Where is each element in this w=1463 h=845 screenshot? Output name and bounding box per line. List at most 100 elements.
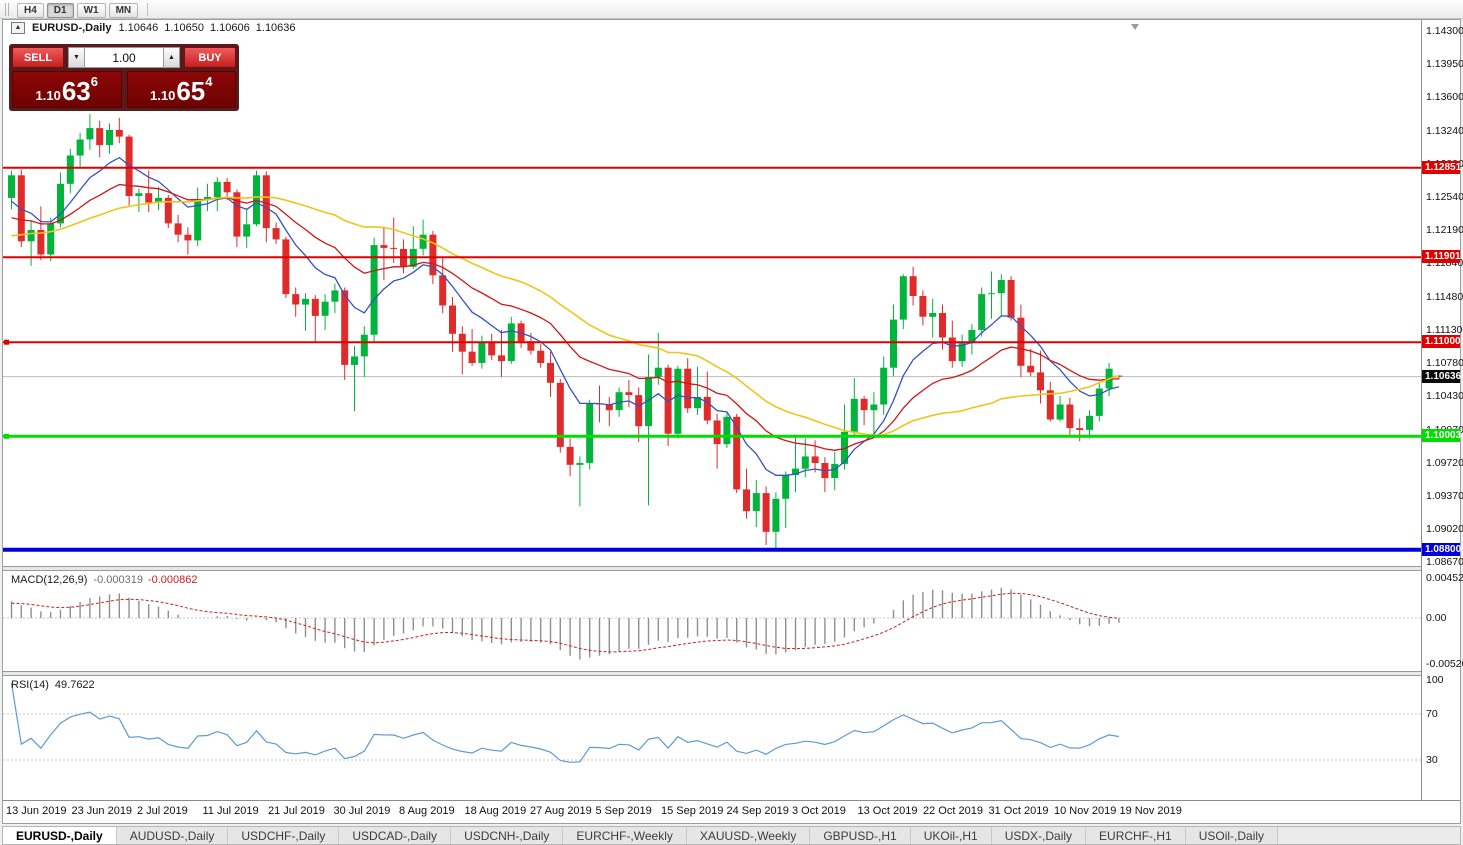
- price-chart-canvas[interactable]: [3, 20, 1421, 801]
- price-axis-label: 1.13240: [1426, 124, 1463, 137]
- candle-up: [47, 223, 55, 255]
- chart-symbol-period: EURUSD-,Daily: [32, 22, 112, 34]
- chart-tab-usdx-daily[interactable]: USDX-,Daily: [991, 827, 1087, 844]
- candle-down: [429, 234, 437, 276]
- candle-up: [880, 367, 888, 405]
- timeframe-button-d1[interactable]: D1: [46, 3, 74, 18]
- candle-down: [272, 228, 280, 240]
- time-axis[interactable]: 13 Jun 2019 23 Jun 2019 2 Jul 2019 11 Jul 2…: [3, 800, 1460, 823]
- price-axis[interactable]: 1.143001.139501.136001.132401.128901.125…: [1421, 20, 1463, 800]
- horizontal-level-lines[interactable]: [3, 166, 1421, 552]
- candle-up: [958, 343, 966, 362]
- macd-label: MACD(12,26,9): [11, 574, 88, 586]
- candle-down: [919, 296, 927, 317]
- chart-tab-usdcnh-daily[interactable]: USDCNH-,Daily: [451, 827, 564, 844]
- hline-handle[interactable]: [4, 339, 9, 345]
- bid-price-main: 1.10: [35, 88, 61, 103]
- chart-tab-eurchf-weekly[interactable]: EURCHF-,Weekly: [563, 827, 687, 844]
- candle-down: [233, 192, 241, 237]
- ma-slow-line: [11, 196, 1120, 437]
- candle-up: [66, 155, 74, 184]
- chart-tab-usoil-daily[interactable]: USOil-,Daily: [1185, 827, 1279, 844]
- candle-up: [772, 498, 780, 532]
- price-axis-label: 1.09020: [1426, 522, 1463, 535]
- candle-down: [1037, 372, 1044, 391]
- candle-up: [57, 183, 64, 224]
- candle-up: [997, 280, 1005, 294]
- rsi-axis-label: 100: [1426, 673, 1444, 686]
- price-axis-label: 1.12190: [1426, 224, 1463, 236]
- candle-up: [615, 392, 623, 411]
- chart-tab-eurchf-h1[interactable]: EURCHF-,H1: [1086, 827, 1186, 844]
- candle-up: [576, 463, 584, 465]
- chart-tab-xauusd-weekly[interactable]: XAUUSD-,Weekly: [686, 827, 811, 844]
- candle-down: [527, 341, 535, 351]
- sell-button[interactable]: SELL: [12, 47, 64, 68]
- candle-down: [449, 305, 456, 334]
- panel-splitter-macd[interactable]: [3, 566, 1460, 571]
- candle-up: [194, 198, 202, 241]
- candle-down: [664, 367, 672, 434]
- one-click-trading-panel: SELL ▼ ▲ BUY 1.10 63 6 1.10 65 4: [9, 44, 239, 111]
- chart-tab-gbpusd-h1[interactable]: GBPUSD-,H1: [810, 827, 911, 844]
- candle-down: [939, 313, 946, 338]
- candle-down: [635, 395, 643, 427]
- chart-tab-usdcad-daily[interactable]: USDCAD-,Daily: [339, 827, 452, 844]
- bid-quote[interactable]: 1.10 63 6: [12, 71, 122, 108]
- price-axis-label: 1.09720: [1426, 456, 1463, 469]
- hline-handle[interactable]: [4, 433, 9, 439]
- ohlc-value: 1.10606: [210, 22, 250, 34]
- chart-tab-audusd-daily[interactable]: AUDUSD-,Daily: [116, 827, 229, 844]
- volume-input[interactable]: [85, 47, 163, 68]
- candle-down: [713, 420, 721, 445]
- macd-value: -0.000862: [147, 574, 198, 586]
- candle-down: [537, 350, 545, 363]
- ohlc-values: 1.10646 1.10650 1.10606 1.10636: [118, 22, 301, 34]
- chart-shift-marker[interactable]: [1131, 24, 1139, 30]
- chart-tab-ukoil-h1[interactable]: UKOil-,H1: [910, 827, 992, 844]
- volume-stepper: ▼ ▲: [68, 47, 180, 68]
- chart-tab-eurusd-daily[interactable]: EURUSD-,Daily: [3, 827, 117, 844]
- timeframe-button-mn[interactable]: MN: [108, 3, 139, 18]
- candle-down: [184, 234, 192, 241]
- candle-up: [870, 404, 878, 411]
- price-axis-label: 1.08670: [1426, 555, 1463, 568]
- time-axis-label: 13 Oct 2019: [857, 805, 918, 817]
- time-axis-label: 5 Sep 2019: [595, 805, 652, 817]
- price-tag-1.12851: 1.12851: [1422, 160, 1461, 174]
- candle-down: [488, 342, 496, 356]
- ask-quote[interactable]: 1.10 65 4: [126, 71, 236, 108]
- volume-decrease-button[interactable]: ▼: [68, 47, 85, 68]
- candle-down: [605, 404, 613, 411]
- candle-down: [390, 247, 398, 249]
- timeframe-button-h4[interactable]: H4: [17, 3, 44, 18]
- one-click-collapse-icon[interactable]: ▲: [11, 22, 25, 34]
- candle-up: [792, 468, 799, 476]
- candle-up: [27, 230, 35, 242]
- candle-down: [292, 294, 300, 305]
- candle-up: [8, 175, 15, 198]
- chart-window: 1.143001.139501.136001.132401.128901.125…: [2, 19, 1463, 824]
- candle-down: [262, 175, 270, 229]
- candle-up: [801, 456, 809, 469]
- candle-up: [204, 197, 211, 199]
- bid-price-point: 6: [90, 74, 98, 89]
- toolbar-grip[interactable]: [5, 2, 9, 16]
- candle-down: [498, 355, 505, 362]
- candle-up: [988, 293, 995, 295]
- panel-splitter-rsi[interactable]: [3, 671, 1460, 676]
- timeframe-button-w1[interactable]: W1: [76, 3, 106, 18]
- volume-increase-button[interactable]: ▲: [163, 47, 180, 68]
- candlestick-series: [8, 114, 1123, 551]
- price-axis-label: 1.13950: [1426, 58, 1463, 70]
- price-axis-label: 1.11480: [1426, 290, 1463, 303]
- candle-down: [566, 446, 574, 465]
- chart-tab-usdchf-daily[interactable]: USDCHF-,Daily: [228, 827, 340, 844]
- ask-price-main: 1.10: [150, 88, 176, 103]
- rsi-line: [10, 682, 1119, 763]
- ma-fast-line: [11, 156, 1120, 476]
- candle-down: [282, 239, 290, 295]
- candle-down: [380, 245, 388, 248]
- buy-button[interactable]: BUY: [184, 47, 236, 68]
